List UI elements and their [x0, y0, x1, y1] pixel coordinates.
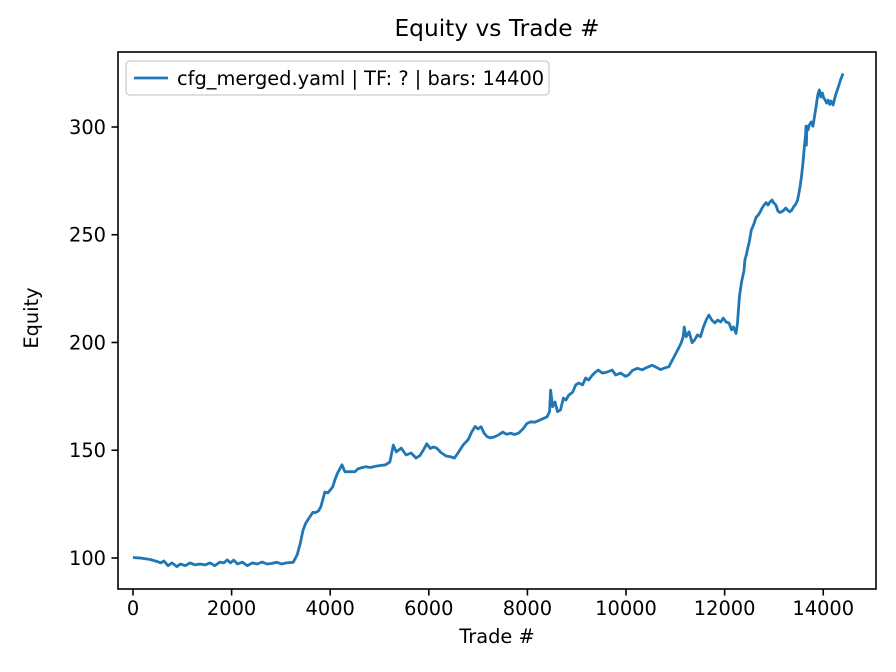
y-tick-label: 200 [69, 331, 106, 354]
legend-label: cfg_merged.yaml | TF: ? | bars: 14400 [177, 67, 544, 90]
y-axis-ticks: 100 150 200 250 300 [69, 116, 118, 570]
x-tick-label: 8000 [503, 597, 552, 620]
x-tick-label: 6000 [404, 597, 453, 620]
x-tick-label: 12000 [694, 597, 756, 620]
x-axis-label: Trade # [458, 625, 535, 648]
x-tick-label: 10000 [595, 597, 657, 620]
y-tick-label: 250 [69, 224, 106, 247]
y-tick-label: 300 [69, 116, 106, 139]
legend: cfg_merged.yaml | TF: ? | bars: 14400 [125, 60, 550, 96]
x-axis-ticks: 0 2000 4000 6000 8000 10000 12000 14000 [127, 589, 854, 620]
y-tick-label: 150 [69, 439, 106, 462]
x-tick-label: 2000 [207, 597, 256, 620]
y-axis-label: Equity [20, 287, 43, 348]
legend-frame [125, 60, 550, 96]
chart-title: Equity vs Trade # [394, 15, 599, 42]
y-tick-label: 100 [69, 547, 106, 570]
x-tick-label: 4000 [306, 597, 355, 620]
x-tick-label: 14000 [792, 597, 854, 620]
x-tick-label: 0 [127, 597, 139, 620]
equity-line-series [132, 72, 845, 568]
plot-frame [117, 51, 877, 590]
